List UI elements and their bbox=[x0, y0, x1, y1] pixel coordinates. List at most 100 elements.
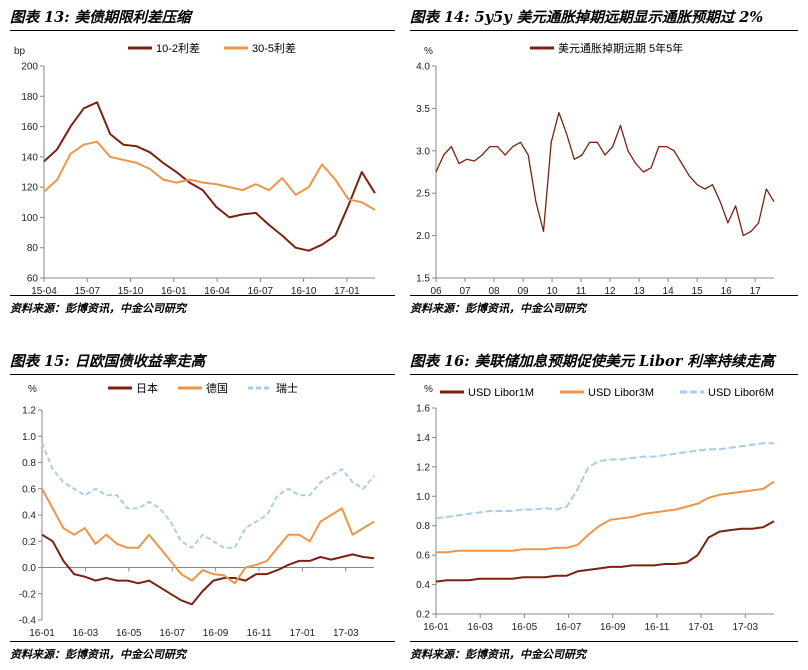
chart-svg-15: % -0.4 -0.2 0.0 0.2 0.4 0.6 0.8 1.0 1.2 16-01 16-03… bbox=[19, 381, 375, 639]
x-tick-label: 16-07 bbox=[248, 286, 274, 294]
y-tick-label: 120 bbox=[21, 183, 38, 194]
y-tick-label: 160 bbox=[21, 122, 38, 133]
legend-label-1: 10-2利差 bbox=[156, 41, 200, 55]
x-tick-label: 17-01 bbox=[290, 628, 316, 639]
x-tick-label: 16 bbox=[721, 286, 733, 294]
source-rule bbox=[410, 295, 798, 296]
y-tick-label: -0.4 bbox=[19, 616, 37, 627]
unit-label: bp bbox=[14, 46, 26, 57]
title-rule bbox=[10, 374, 395, 375]
y-tick-label: 60 bbox=[27, 274, 39, 285]
y-tick-label: 3.5 bbox=[416, 104, 430, 115]
series-line-1 bbox=[41, 533, 375, 606]
x-tick-label: 15-04 bbox=[31, 286, 57, 294]
y-tick-label: 1.2 bbox=[22, 406, 36, 417]
chart-title: 图表 13: 美债期限利差压缩 bbox=[10, 9, 191, 26]
x-tick-label: 16-07 bbox=[556, 622, 582, 633]
x-tick-label: 16-07 bbox=[159, 628, 185, 639]
y-tick-label: 0.6 bbox=[22, 484, 36, 495]
source-note: 资料来源：彭博资讯，中金公司研究 bbox=[10, 648, 186, 661]
x-tick-label: 12 bbox=[605, 286, 617, 294]
y-tick-label: 0.8 bbox=[416, 521, 430, 532]
y-tick-label: 180 bbox=[21, 92, 38, 103]
x-tick-label: 17-01 bbox=[688, 622, 714, 633]
y-tick-label: 3.0 bbox=[416, 146, 430, 157]
x-tick-label: 16-01 bbox=[29, 628, 55, 639]
y-tick-label: 2.0 bbox=[416, 231, 430, 242]
y-tick-label: 0.4 bbox=[22, 511, 36, 522]
x-tick-label: 09 bbox=[517, 286, 529, 294]
source-note: 资料来源：彭博资讯，中金公司研究 bbox=[410, 648, 586, 661]
legend-label-1: 日本 bbox=[136, 381, 158, 395]
x-tick-label: 16-10 bbox=[291, 286, 317, 294]
x-tick-label: 16-04 bbox=[204, 286, 230, 294]
legend-label-3: USD Libor6M bbox=[708, 387, 774, 399]
series-line-1 bbox=[43, 101, 376, 252]
chart-svg-14: % 1.5 2.0 2.5 3.0 3.5 4.0 06 07 08 09 10 11 12 13 14 15 1… bbox=[416, 41, 775, 294]
source-rule bbox=[10, 295, 395, 296]
series-line-3 bbox=[435, 442, 774, 520]
source-note: 资料来源：彭博资讯，中金公司研究 bbox=[10, 302, 186, 315]
legend-label-2: USD Libor3M bbox=[588, 387, 654, 399]
legend-label-1: USD Libor1M bbox=[468, 387, 534, 399]
series-line-2 bbox=[41, 488, 375, 585]
x-tick-label: 16-03 bbox=[467, 622, 493, 633]
source-note: 资料来源：彭博资讯，中金公司研究 bbox=[410, 302, 586, 315]
y-tick-label: 0.4 bbox=[416, 580, 430, 591]
y-tick-label: 0.6 bbox=[416, 551, 430, 562]
x-tick-label: 15-10 bbox=[118, 286, 144, 294]
y-tick-label: 4.0 bbox=[416, 62, 430, 73]
legend-label-2: 30-5利差 bbox=[252, 41, 296, 55]
figure-16-panel: 图表 16: 美联储加息预期促使美元 Libor 利率持续走高 % 0.2 0.4 0… bbox=[410, 350, 798, 666]
series-line-3 bbox=[41, 442, 375, 549]
x-tick-label: 16-09 bbox=[203, 628, 229, 639]
source-rule bbox=[10, 641, 395, 642]
unit-label: % bbox=[28, 384, 37, 395]
series-line-1 bbox=[435, 111, 775, 237]
figure-14-panel: 图表 14: 5y5y 美元通胀掉期远期显示通胀预期过 2% % 1.5 2.0 2.… bbox=[410, 6, 798, 326]
series-line-2 bbox=[43, 140, 376, 211]
y-tick-label: 1.5 bbox=[416, 274, 430, 285]
figure-15-panel: 图表 15: 日欧国债收益率走高 % -0.4 -0.2 0.0 0.2 0.4 0.6 0.… bbox=[10, 350, 395, 666]
x-tick-label: 16-09 bbox=[600, 622, 626, 633]
x-tick-label: 15 bbox=[692, 286, 704, 294]
y-tick-label: 100 bbox=[21, 213, 38, 224]
y-tick-label: 0.0 bbox=[22, 563, 36, 574]
y-tick-label: 140 bbox=[21, 152, 38, 163]
y-tick-label: 1.2 bbox=[416, 462, 430, 473]
chart-svg-13: bp 60 80 100 120 140 160 180 200 15-04 15-07 15-10 1… bbox=[14, 41, 376, 294]
y-tick-label: 0.2 bbox=[22, 537, 36, 548]
x-tick-label: 16-05 bbox=[512, 622, 538, 633]
source-rule bbox=[410, 641, 798, 642]
x-tick-label: 16-11 bbox=[247, 628, 272, 639]
x-tick-label: 14 bbox=[663, 286, 675, 294]
x-tick-label: 13 bbox=[634, 286, 646, 294]
legend-label-2: 德国 bbox=[206, 381, 228, 395]
series-line-2 bbox=[436, 480, 775, 554]
title-rule bbox=[410, 30, 798, 31]
title-rule bbox=[10, 30, 395, 31]
x-tick-label: 07 bbox=[459, 286, 471, 294]
x-tick-label: 17 bbox=[750, 286, 762, 294]
x-tick-label: 16-05 bbox=[116, 628, 142, 639]
x-tick-label: 16-03 bbox=[73, 628, 99, 639]
legend-label-1: 美元通胀掉期远期 5年5年 bbox=[558, 41, 683, 55]
y-tick-label: 2.5 bbox=[416, 189, 430, 200]
chart-title: 图表 16: 美联储加息预期促使美元 Libor 利率持续走高 bbox=[410, 353, 775, 370]
x-tick-label: 10 bbox=[546, 286, 558, 294]
chart-title: 图表 15: 日欧国债收益率走高 bbox=[10, 353, 206, 370]
unit-label: % bbox=[424, 384, 433, 395]
y-tick-label: 1.0 bbox=[416, 492, 430, 503]
legend-label-3: 瑞士 bbox=[276, 381, 298, 395]
unit-label: % bbox=[424, 46, 433, 57]
x-tick-label: 16-11 bbox=[644, 622, 669, 633]
title-rule bbox=[410, 374, 798, 375]
y-tick-label: 1.6 bbox=[416, 404, 430, 415]
x-tick-label: 17-03 bbox=[732, 622, 758, 633]
x-tick-label: 08 bbox=[488, 286, 500, 294]
x-tick-label: 11 bbox=[576, 286, 587, 294]
series-line-1 bbox=[435, 520, 775, 583]
y-tick-label: 1.4 bbox=[416, 433, 430, 444]
y-tick-label: -0.2 bbox=[19, 589, 37, 600]
y-tick-label: 200 bbox=[21, 62, 38, 73]
